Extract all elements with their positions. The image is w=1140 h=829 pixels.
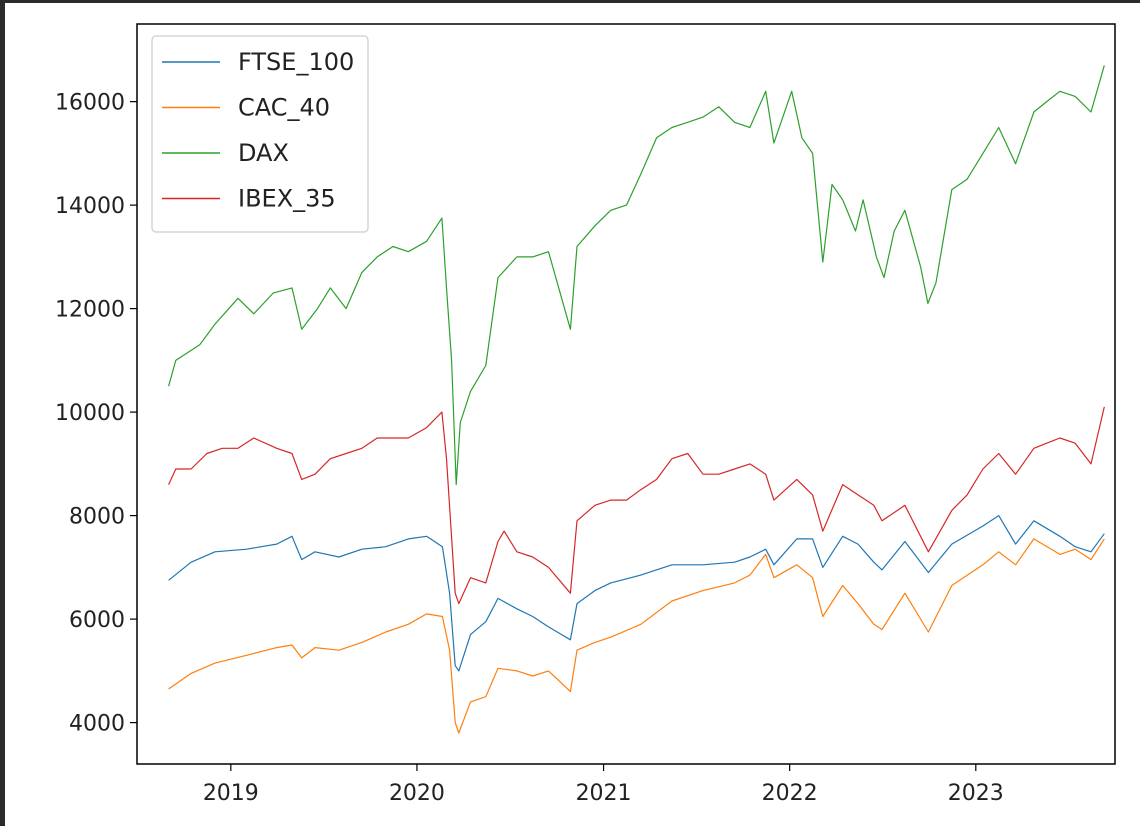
line-chart: 4000 6000 8000 10000 12000 14000 16000 2019 202…: [55, 23, 1116, 806]
legend-label: CAC_40: [238, 94, 330, 122]
y-tick-label: 4000: [69, 712, 125, 737]
legend: FTSE_100 CAC_40 DAX IBEX_35: [151, 35, 369, 233]
y-tick-label: 14000: [55, 194, 125, 219]
legend-label: IBEX_35: [238, 185, 336, 213]
x-axis: 2019 2020 2021 2022 2023: [203, 764, 1004, 806]
plot-area-border: [136, 23, 1116, 765]
legend-label: DAX: [238, 139, 289, 167]
series-line-ibex-35: [168, 406, 1105, 605]
y-tick-label: 10000: [55, 401, 125, 426]
y-tick-label: 8000: [69, 505, 125, 530]
y-axis: 4000 6000 8000 10000 12000 14000 16000: [55, 91, 137, 737]
x-tick-label: 2020: [389, 781, 445, 806]
x-tick-label: 2021: [576, 781, 632, 806]
series-layer: [168, 65, 1105, 734]
series-line-cac-40: [168, 538, 1105, 734]
legend-box: [151, 35, 369, 233]
series-line-ftse-100: [168, 514, 1105, 672]
x-tick-label: 2019: [203, 781, 259, 806]
series-line-dax: [168, 65, 1105, 486]
x-tick-label: 2023: [948, 781, 1004, 806]
y-tick-label: 6000: [69, 608, 125, 633]
x-tick-label: 2022: [762, 781, 818, 806]
y-tick-label: 16000: [55, 91, 125, 116]
y-tick-label: 12000: [55, 298, 125, 323]
legend-label: FTSE_100: [238, 48, 354, 76]
